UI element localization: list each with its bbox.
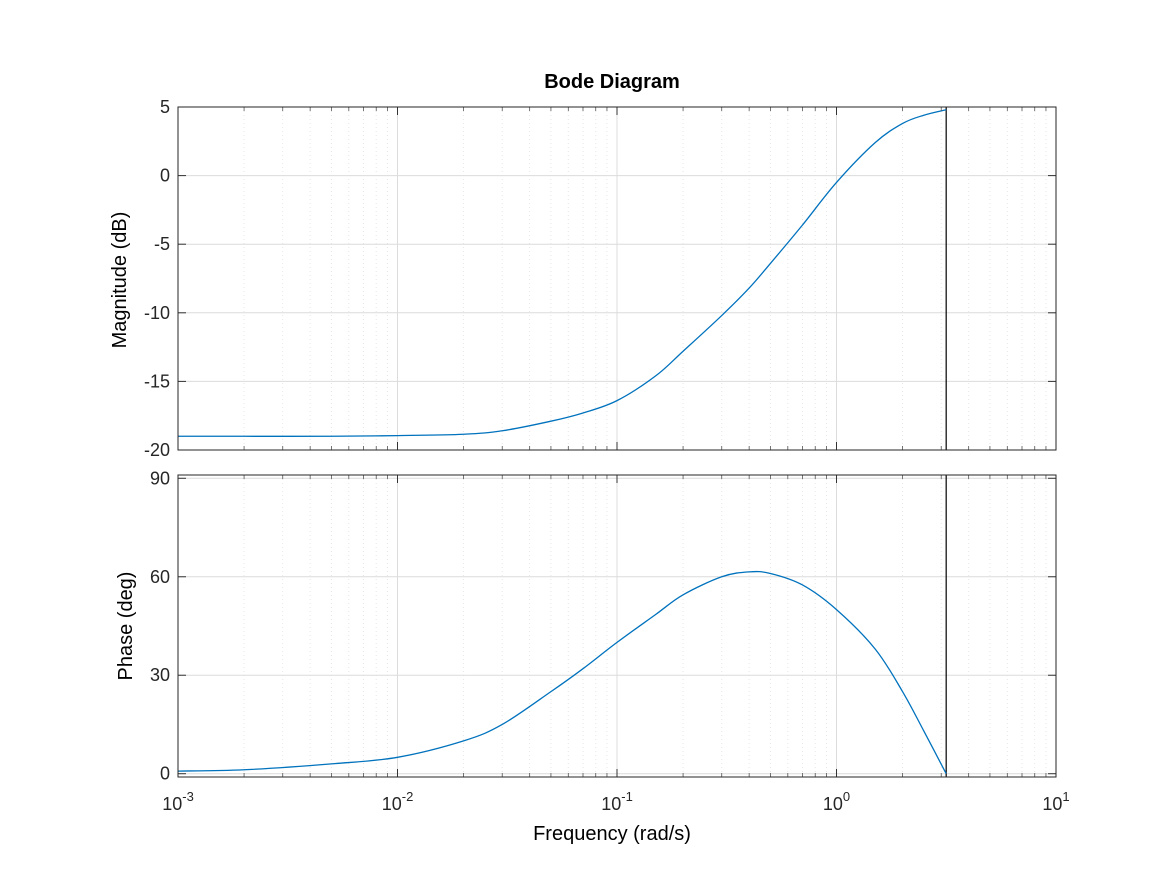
frequency-axis-label: Frequency (rad/s) — [533, 823, 691, 845]
phase-curve — [177, 570, 947, 775]
phase-tick-label: 0 — [160, 764, 170, 784]
magnitude-axes-frame — [177, 106, 1057, 451]
frequency-tick-label: 101 — [1042, 789, 1069, 814]
magnitude-tick-label: 5 — [160, 97, 170, 117]
magnitude-panel: 5 0 -5 -10 -15 -20 Magnitude (dB) — [109, 97, 1057, 460]
chart-title: Bode Diagram — [544, 71, 680, 93]
frequency-tick-label: 10-2 — [382, 789, 414, 814]
magnitude-tick-label: -10 — [144, 303, 170, 323]
magnitude-tick-label: -15 — [144, 371, 170, 391]
magnitude-tick-label: -5 — [154, 234, 170, 254]
phase-tick-label: 60 — [150, 567, 170, 587]
frequency-tick-label: 100 — [823, 789, 850, 814]
phase-tick-label: 90 — [150, 468, 170, 488]
magnitude-tick-label: 0 — [160, 166, 170, 186]
magnitude-tick-label: -20 — [144, 440, 170, 460]
phase-tick-label: 30 — [150, 665, 170, 685]
magnitude-axis-label: Magnitude (dB) — [109, 212, 131, 349]
frequency-tick-label: 10-1 — [601, 789, 633, 814]
phase-axes-frame — [177, 474, 1057, 778]
magnitude-curve — [178, 109, 947, 437]
frequency-tick-labels: 10-3 10-2 10-1 100 101 — [162, 789, 1069, 814]
phase-panel: 90 60 30 0 Phase (deg) — [115, 468, 1057, 784]
phase-axis-label: Phase (deg) — [115, 572, 137, 681]
frequency-tick-label: 10-3 — [162, 789, 194, 814]
